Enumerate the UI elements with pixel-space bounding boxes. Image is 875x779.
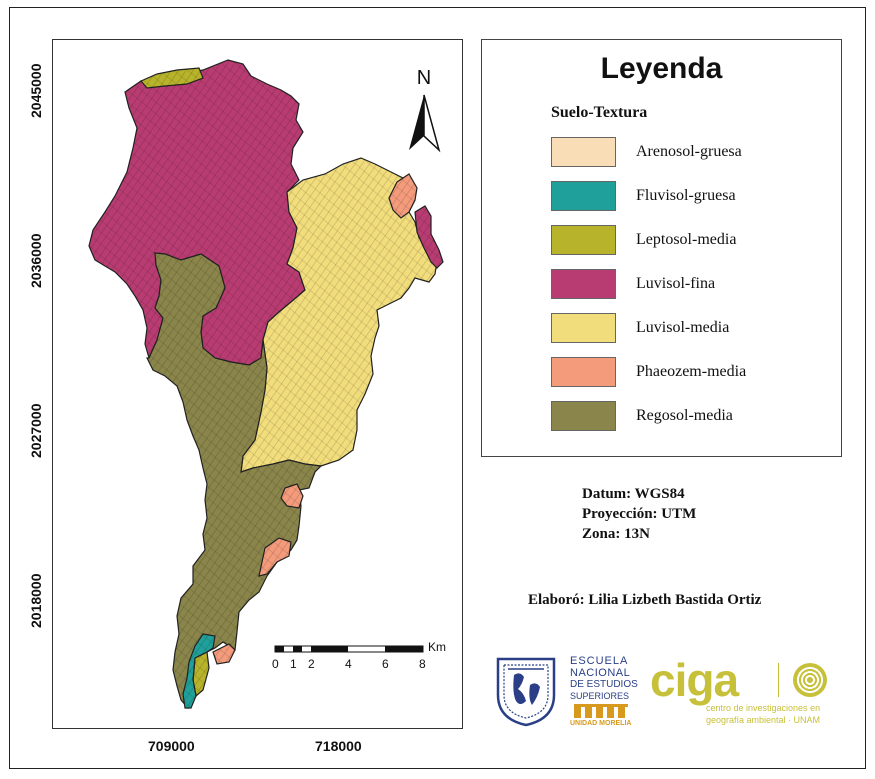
legend-item-luvisol-fina[interactable]: Luvisol-fina: [551, 269, 831, 301]
legend-swatch: [551, 225, 616, 255]
region-phaeozem-media[interactable]: [212, 173, 418, 665]
ciga-divider: [778, 663, 779, 697]
region-luvisol-fina[interactable]: [88, 59, 306, 366]
relief-shading: [241, 158, 437, 472]
relief-shading: [89, 60, 305, 365]
relief-shading: [281, 484, 303, 508]
relief-shading: [415, 206, 443, 268]
relief-shading: [389, 174, 417, 218]
scale-label-6: 6: [382, 657, 389, 671]
ciga-name: ciga: [650, 654, 739, 706]
enes-line1: ESCUELA: [570, 655, 629, 667]
relief-shading: [141, 68, 203, 88]
x-tick-718000: 718000: [315, 738, 362, 754]
scale-bar: [274, 645, 424, 653]
legend-title: Leyenda: [600, 52, 723, 85]
datum-text: Datum: WGS84: [582, 486, 685, 502]
north-label: N: [417, 67, 431, 89]
enes-line5: UNIDAD MORELIA: [570, 720, 632, 727]
enes-line4: SUPERIORES: [570, 691, 630, 701]
legend-panel: Leyenda Suelo-Textura Arenosol-gruesa Fl…: [481, 39, 842, 457]
legend-label: Regosol-media: [636, 407, 733, 424]
legend-item-arenosol-gruesa[interactable]: Arenosol-gruesa: [551, 137, 831, 169]
relief-shading: [183, 634, 215, 708]
region-regosol-media[interactable]: [146, 252, 323, 709]
region-luvisol-fina-east[interactable]: [414, 205, 444, 269]
legend-item-regosol-media[interactable]: Regosol-media: [551, 401, 831, 433]
soil-map-svg: N: [88, 59, 444, 709]
legend-label: Luvisol-media: [636, 319, 730, 336]
zone-text: Zona: 13N: [582, 526, 650, 542]
region-fluvisol-gruesa[interactable]: [182, 633, 216, 709]
enes-logo: ESCUELA NACIONAL DE ESTUDIOS SUPERIORES …: [570, 655, 638, 731]
region-luvisol-media[interactable]: [240, 157, 438, 473]
relief-shading: [259, 538, 291, 576]
scale-label-2: 2: [308, 657, 315, 671]
legend-swatch: [551, 269, 616, 299]
region-leptosol-media[interactable]: [140, 67, 210, 698]
ciga-logo: ciga centro de investigaciones en geogra…: [650, 654, 855, 729]
unam-seal-logo: [494, 655, 558, 727]
x-tick-709000: 709000: [148, 738, 195, 754]
projection-text: Proyección: UTM: [582, 506, 697, 522]
legend-subtitle: Suelo-Textura: [551, 104, 648, 121]
scale-label-4: 4: [345, 657, 352, 671]
scale-unit: Km: [428, 640, 446, 654]
legend-label: Fluvisol-gruesa: [636, 187, 736, 204]
ciga-fingerprint-icon: [793, 663, 827, 697]
y-tick-2036000: 2036000: [28, 233, 44, 288]
legend-label: Luvisol-fina: [636, 275, 716, 292]
scale-label-8: 8: [419, 657, 426, 671]
author-credit: Elaboró: Lilia Lizbeth Bastida Ortiz: [528, 592, 762, 608]
y-tick-2018000: 2018000: [28, 573, 44, 628]
legend-swatch: [551, 313, 616, 343]
legend-label: Leptosol-media: [636, 231, 737, 248]
relief-shading: [213, 644, 235, 664]
y-tick-2045000: 2045000: [28, 63, 44, 118]
legend-swatch: [551, 181, 616, 211]
scale-label-0: 0: [272, 657, 279, 671]
legend-item-fluvisol-gruesa[interactable]: Fluvisol-gruesa: [551, 181, 831, 213]
enes-columns-icon: [574, 704, 628, 718]
legend-item-phaeozem-media[interactable]: Phaeozem-media: [551, 357, 831, 389]
ciga-line1: centro de investigaciones en: [706, 703, 821, 713]
legend-item-leptosol-media[interactable]: Leptosol-media: [551, 225, 831, 257]
north-arrow: N: [409, 67, 441, 153]
legend-swatch: [551, 357, 616, 387]
relief-shading: [147, 253, 321, 708]
ciga-line2: geografía ambiental · UNAM: [706, 715, 821, 725]
enes-line3: DE ESTUDIOS: [570, 679, 638, 690]
legend-swatch: [551, 401, 616, 431]
legend-item-luvisol-media[interactable]: Luvisol-media: [551, 313, 831, 345]
legend-label: Phaeozem-media: [636, 363, 747, 380]
scale-label-1: 1: [290, 657, 297, 671]
map-panel[interactable]: N 0 1 2 4 6 8 Km: [52, 39, 463, 729]
relief-shading: [193, 652, 209, 696]
legend-label: Arenosol-gruesa: [636, 143, 742, 160]
legend-swatch: [551, 137, 616, 167]
y-tick-2027000: 2027000: [28, 403, 44, 458]
enes-line2: NACIONAL: [570, 667, 631, 679]
